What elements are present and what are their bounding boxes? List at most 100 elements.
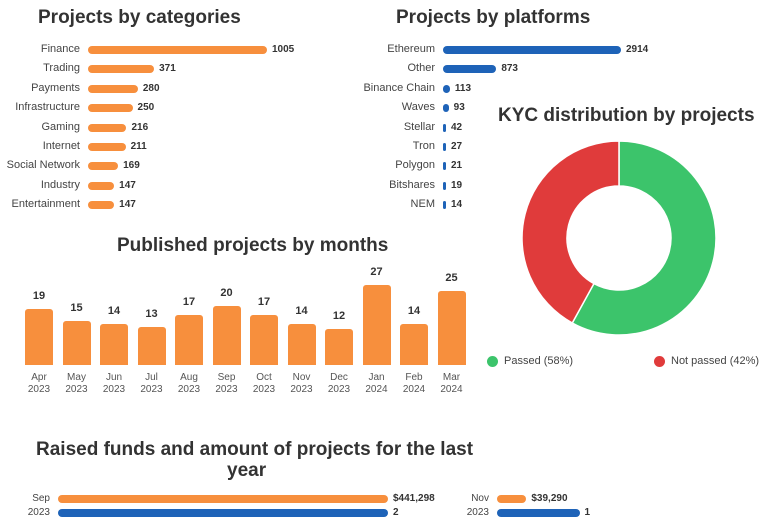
value-label: 93 (453, 102, 465, 114)
bar (88, 104, 133, 113)
bar (362, 285, 391, 365)
bar (88, 143, 126, 151)
slice-not-passed (521, 140, 620, 325)
value-label: 147 (119, 199, 136, 211)
bar (443, 104, 449, 113)
x-tick-label: Mar 2024 (432, 372, 472, 396)
year-label: 2023 (215, 384, 238, 395)
bar (88, 46, 267, 54)
x-tick-label: Jul 2023 (132, 372, 172, 396)
month-label: Jun (105, 372, 123, 383)
value-label: 42 (451, 121, 463, 133)
bar (437, 291, 466, 365)
kyc-donut-chart (521, 140, 717, 336)
x-tick-label: May 2023 (57, 372, 97, 396)
bar (325, 329, 353, 365)
month-label: Mar (442, 372, 461, 383)
year-label: 2023 (27, 384, 51, 395)
month-label: Jul (145, 372, 158, 383)
x-tick-label: Jun 2023 (94, 372, 134, 396)
bar (250, 314, 278, 365)
year-label: 2023 (177, 384, 201, 395)
x-tick-label: Jan 2024 (357, 372, 397, 396)
bar-label: Trading (43, 62, 80, 75)
bar (88, 84, 138, 93)
year-label: 2023 (102, 384, 126, 395)
kyc-title: KYC distribution by projects (498, 105, 755, 126)
month-label: Oct (256, 372, 272, 383)
bar (443, 46, 621, 54)
value-label: 13 (145, 307, 158, 320)
bar (100, 323, 128, 365)
value-label: 280 (142, 82, 160, 94)
bar-label: Internet (42, 140, 80, 152)
legend-passed: Passed (58%) (487, 355, 573, 367)
projects-bar (497, 509, 580, 517)
bar-label: Entertainment (11, 198, 80, 211)
bar (62, 320, 91, 365)
projects-value-label: 1 (584, 507, 591, 518)
x-tick-label: Sep 2023 (207, 372, 247, 396)
funds-title-line1: Raised funds and amount of projects for … (36, 439, 474, 460)
bar (443, 123, 446, 132)
legend-passed-label: Passed (58%) (504, 355, 574, 367)
month-label: Sep (32, 493, 50, 504)
bar (443, 65, 497, 74)
x-tick-label: Nov 2023 (282, 372, 322, 396)
value-label: 27 (370, 266, 383, 279)
bar (88, 201, 115, 210)
month-label: Dec (330, 372, 348, 383)
value-label: 20 (220, 286, 233, 299)
x-tick-label: Apr 2023 (19, 372, 59, 396)
bar (25, 308, 53, 365)
bar (212, 305, 241, 365)
bar-label: Bitshares (389, 178, 435, 191)
bar (137, 326, 166, 365)
year-label: 2024 (402, 384, 426, 395)
x-tick-label: Dec 2023 (319, 372, 359, 396)
value-label: 17 (257, 295, 271, 308)
passed-dot-icon (487, 355, 498, 367)
bar-label: Polygon (395, 159, 435, 172)
month-label: Jan (368, 372, 385, 383)
month-label: Aug (180, 372, 198, 383)
funds-title-line2: year (227, 460, 267, 481)
bar (443, 201, 446, 210)
bar (443, 143, 446, 151)
funds-bar (497, 495, 527, 503)
bar-label: Social Network (6, 159, 80, 172)
value-label: 17 (182, 295, 196, 308)
value-label: 14 (451, 199, 463, 211)
year-label: 2024 (440, 384, 463, 395)
bar-label: Other (407, 62, 435, 75)
month-label: Apr (31, 372, 47, 383)
year-label: 2023 (290, 384, 313, 395)
value-label: 19 (32, 289, 46, 302)
x-tick-label: Aug 2023 (169, 372, 209, 396)
value-label: 1005 (272, 44, 295, 55)
bar-label: Gaming (41, 120, 80, 133)
x-tick-label: Oct 2023 (244, 372, 284, 396)
bar-label: Payments (31, 81, 80, 94)
year-label: 2023 (252, 384, 276, 395)
month-label: Nov (471, 493, 489, 504)
projects-bar (58, 509, 388, 517)
value-label: 27 (451, 141, 463, 152)
month-label: Feb (405, 372, 423, 383)
funds-value-label: $39,290 (531, 493, 568, 504)
value-label: 169 (123, 160, 140, 172)
value-label: 147 (119, 179, 136, 191)
value-label: 216 (131, 121, 149, 133)
year-label: 2023 (65, 384, 88, 395)
not-passed-dot-icon (654, 355, 665, 367)
bar (400, 323, 428, 365)
bar (88, 65, 155, 74)
year-label: 2023 (27, 507, 50, 518)
value-label: 19 (451, 179, 463, 191)
year-label: 2023 (466, 507, 489, 518)
value-label: 113 (454, 82, 472, 94)
value-label: 14 (107, 304, 121, 317)
year-label: 2023 (140, 384, 163, 395)
value-label: 12 (332, 310, 346, 323)
bar (443, 162, 446, 171)
